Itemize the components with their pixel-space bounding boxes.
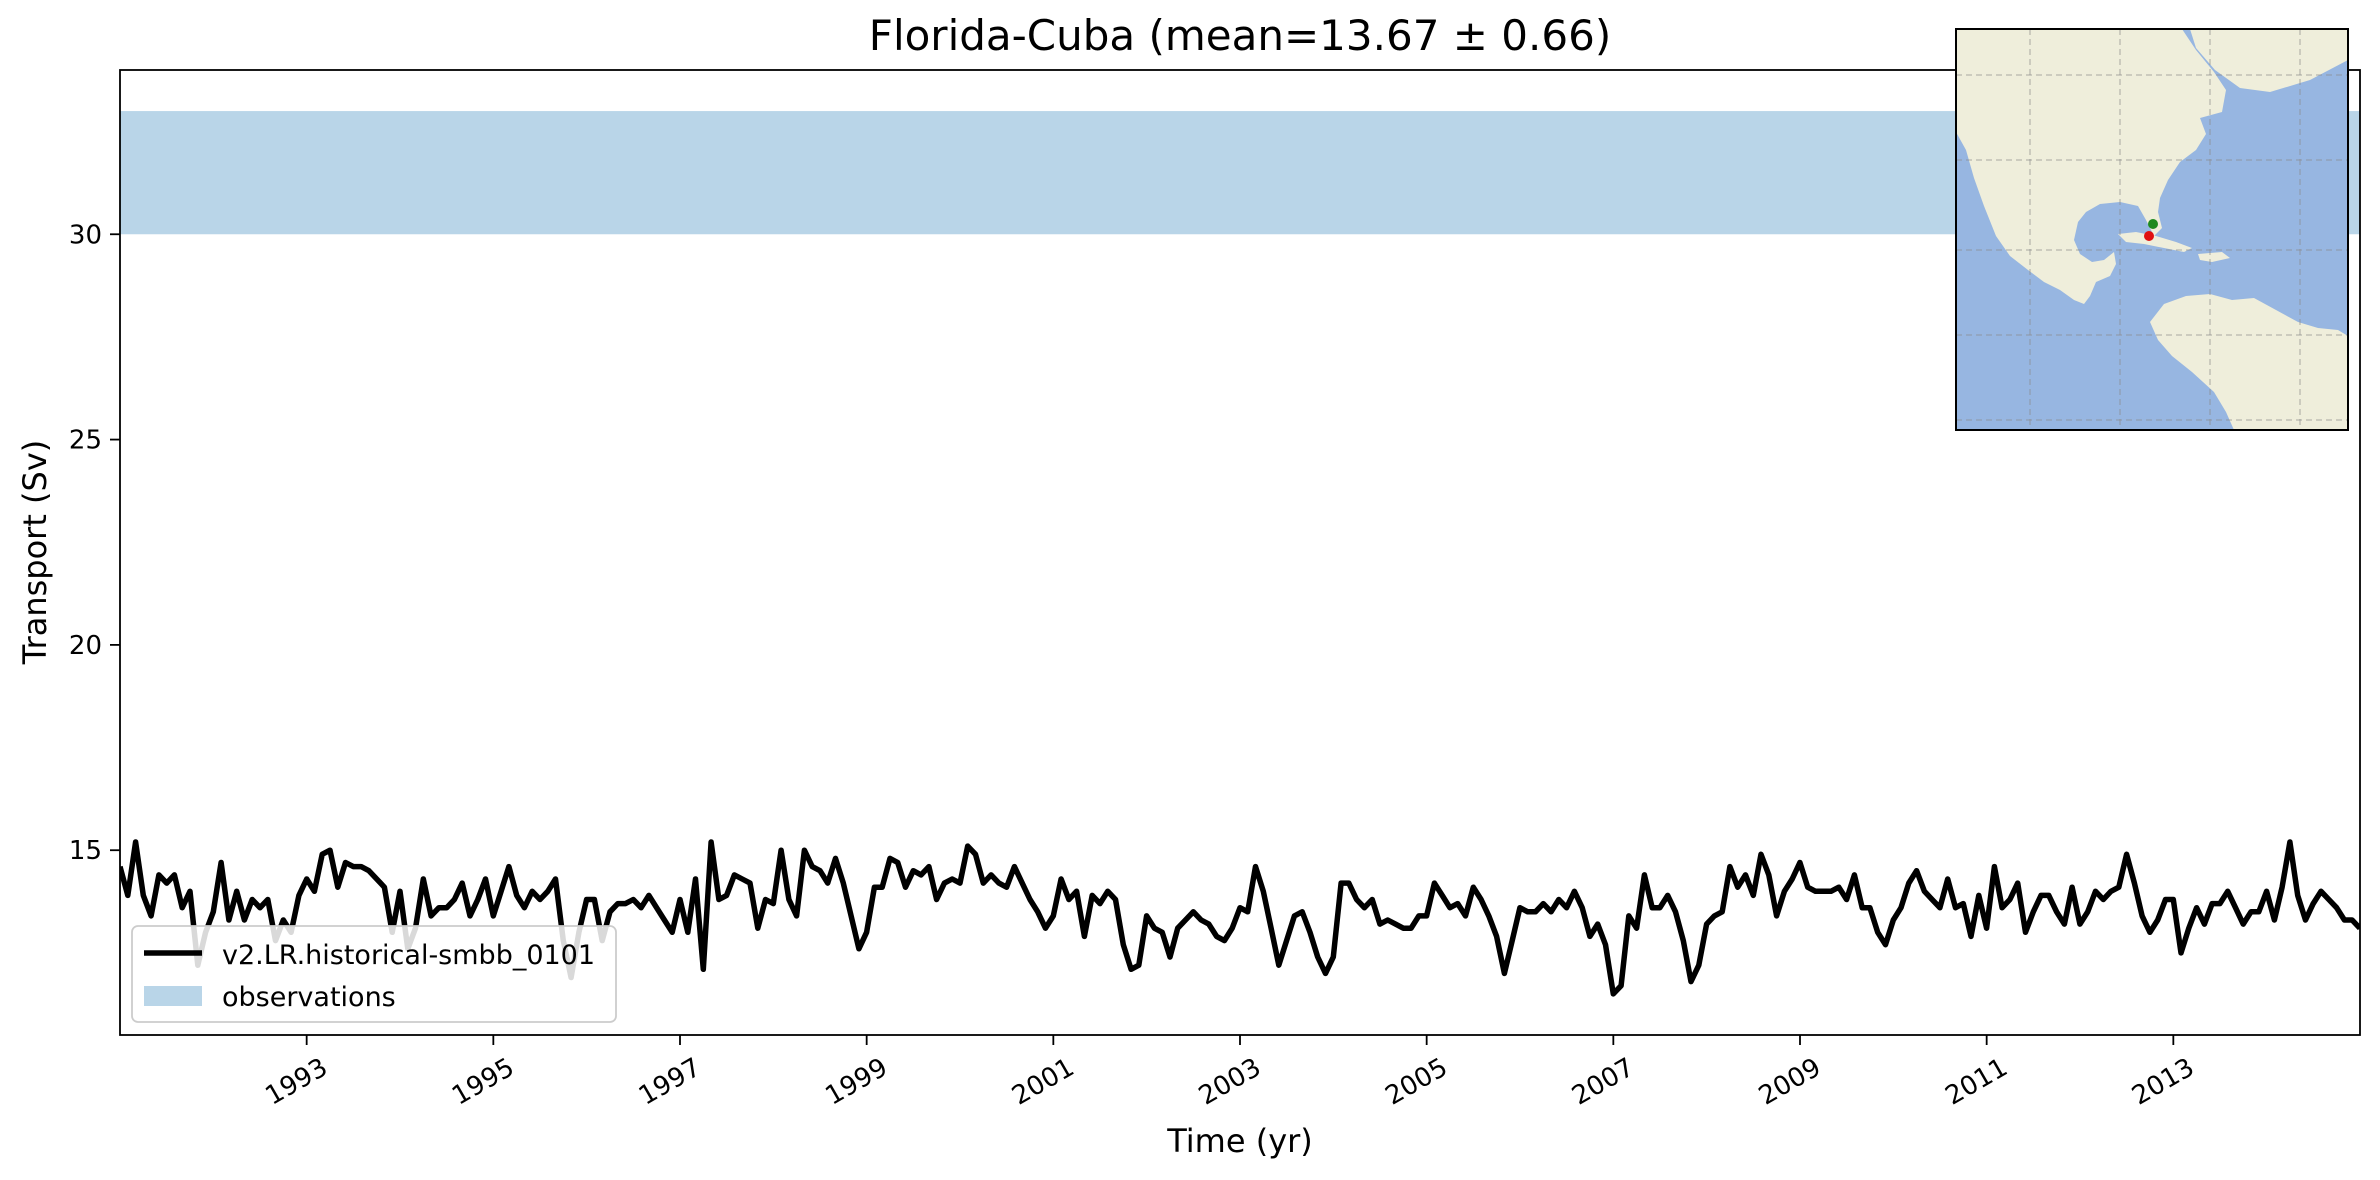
legend-series-label: v2.LR.historical-smbb_0101 <box>222 940 595 971</box>
y-tick-label: 15 <box>69 836 102 866</box>
x-axis-label: Time (yr) <box>1166 1122 1313 1160</box>
legend-band-swatch <box>144 986 202 1006</box>
map-land-hispaniola <box>2198 252 2230 262</box>
legend: v2.LR.historical-smbb_0101 observations <box>131 925 617 1023</box>
map-land-south-america <box>2150 294 2348 430</box>
inset-map <box>1955 28 2349 431</box>
y-tick-label: 25 <box>69 426 102 456</box>
y-tick-label: 30 <box>69 220 102 250</box>
y-axis-ticks: 15 20 25 30 <box>69 220 120 866</box>
x-tick-label: 2005 <box>1381 1053 1453 1112</box>
map-land-greenland <box>2190 29 2348 92</box>
x-tick-label: 1999 <box>821 1053 893 1112</box>
x-tick-label: 1995 <box>447 1053 519 1112</box>
chart-title: Florida-Cuba (mean=13.67 ± 0.66) <box>869 11 1611 60</box>
x-tick-label: 2013 <box>2127 1053 2199 1112</box>
inset-map-frame <box>1955 28 2349 431</box>
series-group <box>120 839 2360 997</box>
x-tick-label: 2007 <box>1567 1053 1639 1112</box>
x-axis-ticks: 1993 1995 1997 1999 2001 2003 2005 2007 2009 2011… <box>261 1035 2199 1112</box>
x-tick-label: 2001 <box>1007 1053 1079 1112</box>
map-marker-red <box>2144 231 2154 241</box>
series-line <box>120 839 2360 997</box>
map-grid <box>1956 29 2348 430</box>
map-land-north-america <box>1956 29 2226 304</box>
map-land <box>1956 29 2348 430</box>
x-tick-label: 1997 <box>634 1053 706 1112</box>
legend-frame <box>131 925 617 1023</box>
y-axis-label: Transport (Sv) <box>16 440 54 666</box>
y-tick-label: 20 <box>69 631 102 661</box>
x-tick-label: 2003 <box>1194 1053 1266 1112</box>
legend-observations-label: observations <box>222 982 396 1013</box>
map-land-cuba <box>2118 232 2192 252</box>
x-tick-label: 2009 <box>1754 1053 1826 1112</box>
x-tick-label: 2011 <box>1941 1053 2013 1112</box>
x-tick-label: 1993 <box>261 1053 333 1112</box>
map-marker-green <box>2148 219 2158 229</box>
